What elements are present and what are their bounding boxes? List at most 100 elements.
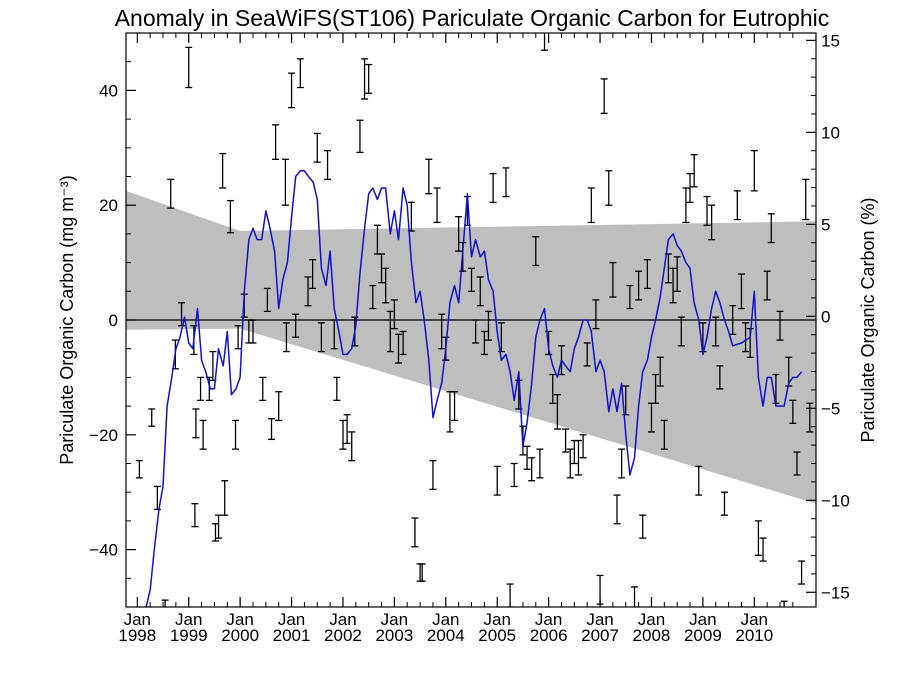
error-bar: [221, 480, 229, 516]
error-bar: [789, 399, 797, 424]
error-bar: [232, 419, 240, 450]
y-tick-label-left: 40: [99, 81, 118, 100]
y-tick-label-right: −10: [821, 491, 850, 510]
error-bar: [750, 150, 758, 192]
error-bar: [643, 259, 651, 290]
error-bar: [418, 563, 426, 582]
error-bar: [618, 448, 626, 479]
error-bar: [759, 537, 767, 562]
error-bar: [763, 270, 771, 301]
error-bar: [583, 342, 591, 367]
error-bar: [497, 322, 505, 353]
x-tick-label-year: 2000: [221, 626, 259, 645]
x-tick-label-year: 2001: [273, 626, 311, 645]
error-bar: [178, 302, 186, 327]
error-bar: [249, 319, 257, 344]
x-tick-label-month: Jan: [432, 610, 459, 629]
error-bar: [259, 376, 267, 402]
error-bar: [167, 178, 175, 209]
confidence-band: [126, 190, 816, 504]
error-bar: [686, 172, 694, 203]
x-tick-label-year: 2007: [581, 626, 619, 645]
error-bar: [369, 284, 377, 310]
y-tick-label-right: −5: [821, 399, 840, 418]
error-bar: [716, 365, 724, 390]
error-bar: [333, 376, 341, 402]
y-tick-label-right: −15: [821, 583, 850, 602]
error-bar: [153, 485, 161, 511]
error-bar: [288, 72, 296, 109]
x-tick-label-year: 2003: [375, 626, 413, 645]
error-bar: [712, 316, 720, 347]
error-bar: [528, 457, 536, 482]
error-bar: [386, 310, 394, 353]
x-tick-label-month: Jan: [124, 610, 151, 629]
error-bar: [191, 503, 199, 528]
y-tick-label-left: 0: [109, 311, 118, 330]
error-bar: [451, 391, 459, 422]
error-bar: [476, 276, 484, 307]
error-bar: [356, 119, 364, 154]
error-bar: [754, 520, 762, 556]
error-bar: [536, 448, 544, 479]
y-tick-label-right: 10: [821, 123, 840, 142]
error-bar: [613, 494, 621, 525]
error-bar: [199, 419, 207, 450]
x-tick-label-year: 2005: [478, 626, 516, 645]
error-bar: [682, 187, 690, 224]
x-tick-label-month: Jan: [381, 610, 408, 629]
error-bar: [135, 459, 143, 479]
error-bar: [733, 190, 741, 221]
error-bar: [468, 267, 476, 292]
x-tick-label-month: Jan: [535, 610, 562, 629]
error-bar: [309, 259, 317, 290]
x-tick-label-month: Jan: [226, 610, 253, 629]
error-bar: [425, 158, 433, 195]
error-bar: [605, 170, 613, 206]
plot-area: −40−2002040−15−10−5051015Jan1998Jan1999J…: [89, 31, 850, 645]
error-bar: [549, 373, 557, 404]
error-bar: [272, 124, 280, 160]
x-tick-label-year: 2008: [633, 626, 671, 645]
error-bar: [708, 204, 716, 241]
x-tick-label-year: 2006: [530, 626, 568, 645]
error-bar: [570, 439, 578, 465]
error-bar: [411, 517, 419, 548]
error-bar: [553, 393, 561, 430]
error-bar: [652, 373, 660, 404]
error-bar: [562, 428, 570, 453]
error-bar: [455, 216, 463, 252]
error-bar: [234, 325, 242, 350]
error-bar: [433, 187, 441, 224]
x-tick-label-month: Jan: [484, 610, 511, 629]
error-bar: [215, 514, 223, 539]
error-bar: [776, 310, 784, 341]
error-bar: [631, 586, 639, 607]
plot-content: [126, 33, 816, 607]
error-bar: [161, 599, 169, 607]
error-bar: [635, 270, 643, 301]
error-bar: [510, 462, 518, 488]
error-bar: [695, 465, 703, 496]
error-bar: [566, 448, 574, 479]
y-axis-label-right: Pariculate Organic Carbon (%): [858, 197, 878, 442]
y-tick-label-right: 15: [821, 31, 840, 50]
error-bar: [226, 199, 234, 234]
error-bar: [395, 333, 403, 364]
error-bar: [192, 408, 200, 439]
error-bar: [480, 330, 488, 356]
error-bar: [263, 287, 271, 313]
x-tick-label-month: Jan: [278, 610, 305, 629]
error-bar: [313, 132, 321, 163]
error-bar: [484, 310, 492, 341]
x-tick-label-month: Jan: [175, 610, 202, 629]
error-bar: [677, 316, 685, 347]
x-tick-label-year: 1999: [170, 626, 208, 645]
error-bar: [399, 330, 407, 356]
error-bar: [574, 439, 582, 476]
error-bar: [802, 178, 810, 221]
error-bar: [767, 213, 775, 244]
x-tick-label-month: Jan: [638, 610, 665, 629]
error-bar: [268, 418, 276, 441]
x-tick-label-month: Jan: [586, 610, 613, 629]
